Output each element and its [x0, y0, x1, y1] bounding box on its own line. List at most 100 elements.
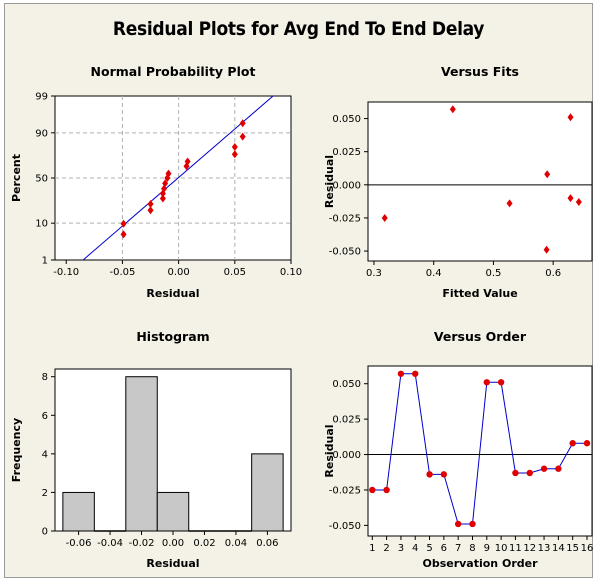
data-point [381, 213, 388, 222]
y-tick-label: 50 [35, 174, 48, 185]
x-tick-label: 4 [412, 543, 418, 554]
x-tick-label: 0.05 [224, 267, 246, 278]
data-point [512, 469, 519, 477]
histogram-bar [62, 491, 95, 532]
x-tick-label: -0.10 [53, 267, 79, 278]
data-point [165, 169, 172, 178]
x-tick-label: 0.02 [193, 538, 215, 549]
y-tick-label: 0.025 [332, 415, 361, 426]
y-tick-label: -0.025 [329, 485, 361, 496]
data-point [454, 520, 462, 528]
histogram-bar [125, 376, 158, 532]
data-point [449, 105, 456, 114]
versus-order-ylabel: Residual [323, 424, 336, 477]
data-point [497, 379, 505, 386]
series-line [372, 373, 587, 525]
data-point [555, 465, 562, 472]
y-tick-label: 6 [42, 411, 48, 422]
y-tick-label: 0.000 [332, 450, 361, 461]
data-point [162, 179, 169, 188]
data-point [412, 370, 419, 377]
y-tick-label: -0.025 [329, 213, 361, 224]
data-point [540, 465, 548, 472]
y-tick-label: 99 [35, 92, 48, 103]
x-tick-label: -0.06 [66, 538, 92, 549]
normal-probability-plot-panel: Normal Probability Plot Residual Percent -0… [10, 64, 302, 300]
data-point [583, 440, 591, 447]
versus-order-panel: Versus Order Observation Order Residual 1 2 3… [323, 329, 593, 570]
main-title: Residual Plots for Avg End To End Delay [112, 18, 485, 40]
x-tick-label: 15 [566, 543, 579, 554]
data-point [120, 230, 127, 239]
x-tick-label: 3 [398, 543, 404, 554]
data-point [469, 520, 476, 528]
y-tick-label: 10 [35, 219, 48, 230]
versus-fits-panel: Versus Fits Fitted Value Residual 0.3 0.4 0.5… [323, 64, 593, 300]
data-point [231, 150, 238, 159]
x-tick-label: 11 [509, 543, 522, 554]
x-tick-label: 7 [455, 543, 461, 554]
versus-order-xlabel: Observation Order [422, 557, 538, 570]
x-tick-label: 0.10 [280, 267, 302, 278]
y-tick-label: -0.050 [329, 247, 361, 258]
data-point [239, 119, 246, 128]
versus-order-title: Versus Order [434, 329, 527, 344]
normal-probability-plot-title: Normal Probability Plot [91, 64, 256, 79]
data-point [567, 113, 574, 122]
figure-frame: Residual Plots for Avg End To End Delay … [4, 3, 593, 578]
versus-fits-plot-area [367, 101, 593, 262]
x-tick-label: 10 [495, 543, 508, 554]
y-tick-label: -0.050 [329, 521, 361, 532]
x-tick-label: 1 [369, 543, 375, 554]
data-point [426, 471, 433, 478]
x-tick-label: 13 [538, 543, 551, 554]
x-tick-label: 14 [552, 543, 565, 554]
x-tick-label: 0.00 [167, 267, 189, 278]
x-tick-label: -0.04 [97, 538, 123, 549]
x-tick-label: 0.5 [485, 268, 501, 279]
y-tick-label: 90 [35, 128, 48, 139]
data-point [440, 471, 448, 478]
data-point [147, 200, 154, 209]
y-tick-label: 0.025 [332, 147, 361, 158]
data-point [543, 245, 550, 254]
y-tick-label: 8 [42, 372, 48, 383]
x-tick-label: 0.6 [545, 268, 561, 279]
data-point [575, 198, 582, 207]
data-point [159, 194, 166, 203]
data-point [569, 440, 576, 447]
y-tick-label: 0.050 [332, 379, 361, 390]
data-point [369, 486, 376, 494]
versus-fits-ylabel: Residual [323, 155, 336, 208]
x-tick-label: 16 [581, 543, 594, 554]
y-tick-label: 0 [42, 527, 48, 538]
histogram-xlabel: Residual [146, 557, 199, 570]
versus-fits-title: Versus Fits [441, 64, 519, 79]
data-point [483, 379, 490, 386]
x-tick-label: 9 [484, 543, 490, 554]
data-point [567, 194, 574, 203]
residual-plots-svg: Normal Probability Plot Residual Percent -0… [10, 64, 593, 570]
y-tick-label: 4 [42, 449, 48, 460]
data-point [526, 469, 533, 477]
histogram-title: Histogram [136, 329, 209, 344]
x-tick-label: 8 [469, 543, 475, 554]
versus-fits-xlabel: Fitted Value [442, 287, 517, 300]
normal-probability-plot-xlabel: Residual [146, 287, 199, 300]
x-tick-label: 0.00 [162, 538, 184, 549]
x-tick-label: 5 [426, 543, 432, 554]
x-tick-label: -0.05 [109, 267, 135, 278]
y-tick-label: 2 [42, 488, 48, 499]
x-tick-label: 0.3 [366, 268, 382, 279]
histogram-bar [251, 453, 284, 532]
histogram-bar [156, 491, 190, 532]
y-tick-label: 0.000 [332, 180, 361, 191]
data-point [506, 199, 513, 208]
histogram-ylabel: Frequency [10, 418, 23, 482]
data-point [239, 132, 246, 141]
x-tick-label: 0.4 [426, 268, 442, 279]
x-tick-label: 2 [383, 543, 389, 554]
data-point [184, 157, 191, 166]
x-tick-label: 0.04 [225, 538, 247, 549]
x-tick-label: 6 [441, 543, 447, 554]
